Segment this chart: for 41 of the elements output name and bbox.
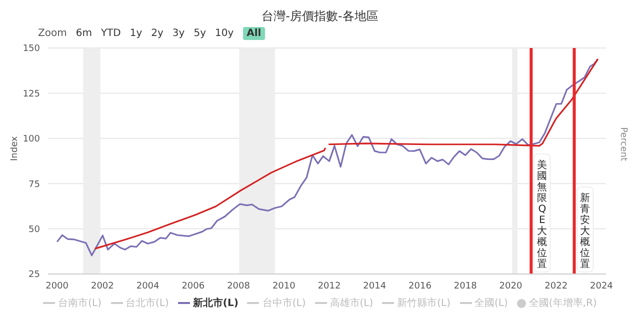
y-tick-label: 25 [28, 270, 40, 280]
y-tick-label: 100 [22, 134, 40, 145]
legend-label: 台北市(L) [126, 296, 169, 310]
text: 3y [172, 28, 185, 38]
text: 1y [130, 28, 142, 38]
text: 美國無限QE大概位置 [537, 160, 548, 270]
y2-axis-title: Percent [618, 127, 628, 162]
x-tick-label: 2016 [408, 281, 432, 292]
x-tick-label: 2022 [544, 281, 568, 292]
x-tick-label: 2014 [363, 281, 386, 292]
y-tick-label: 75 [28, 180, 40, 190]
x-tick-label: 2012 [318, 281, 341, 292]
legend-label: 台中市(L) [262, 296, 306, 310]
x-tick-label: 2002 [90, 281, 114, 292]
text: 10y [214, 28, 234, 38]
x-tick-label: 2020 [499, 281, 522, 292]
legend-label: 新北市(L) [192, 296, 238, 310]
x-tick-label: 2010 [272, 281, 296, 292]
x-tick-label: 2004 [136, 281, 160, 292]
legend-label: 全國(L) [474, 297, 508, 310]
text: 2y [151, 28, 164, 38]
x-tick-label: 2008 [227, 281, 250, 292]
legend-label: 高雄市(L) [330, 296, 374, 310]
y-tick-label: 50 [28, 224, 40, 235]
chart-title: 台灣-房價指數-各地區 [260, 8, 380, 24]
x-tick-label: 2000 [46, 281, 69, 292]
ref-line-label: 新青安大概位置 [580, 192, 590, 270]
text: 6m [76, 28, 92, 38]
x-tick-label: 2006 [182, 281, 205, 292]
x-tick-label: 2024 [590, 281, 614, 292]
y-tick-label: 150 [22, 44, 40, 54]
text: All [242, 26, 266, 40]
legend-label: 新竹縣市(L) [397, 296, 451, 310]
y-axis-title: Index [10, 136, 20, 161]
y-tick-label: 125 [22, 89, 40, 100]
text: 5y [194, 28, 206, 38]
text: Zoom [38, 28, 67, 38]
x-tick-label: 2018 [454, 281, 478, 292]
legend-label: 全國(年增率,R) [528, 296, 597, 310]
text: YTD [100, 28, 121, 38]
legend-label: 台南市(L) [58, 296, 102, 310]
